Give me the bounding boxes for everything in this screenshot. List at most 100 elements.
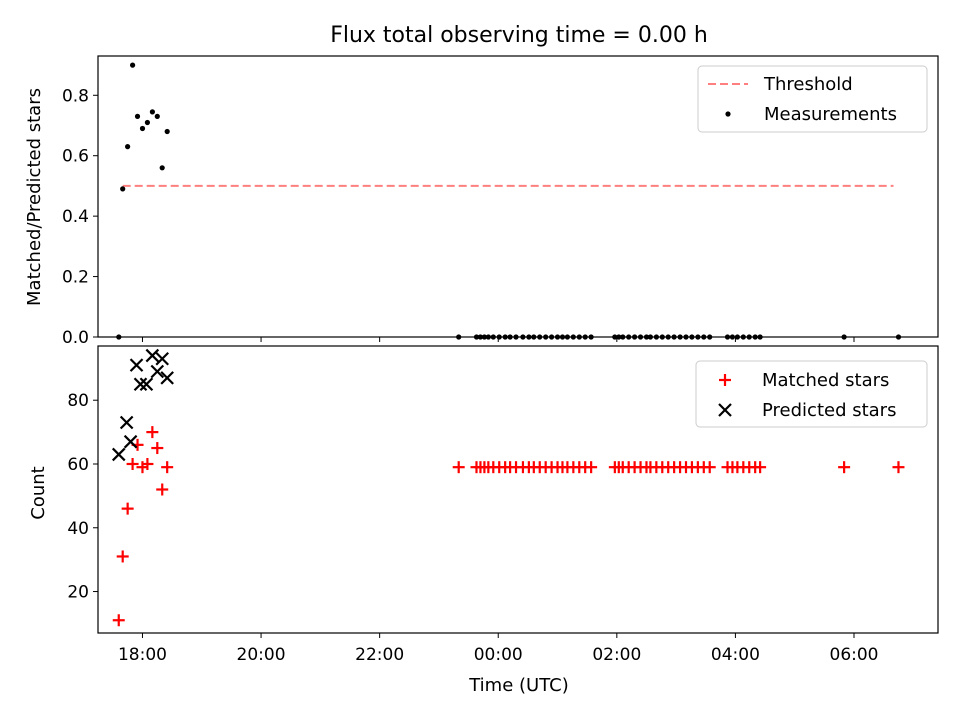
legend-threshold: Threshold <box>763 74 853 95</box>
bottom-marks <box>111 348 905 627</box>
measurement-point <box>637 334 644 340</box>
bottom-x-ticks: 18:00 20:00 22:00 00:00 02:00 04:00 06:00 <box>118 633 879 665</box>
measurement-point <box>554 334 561 340</box>
measurement-point <box>144 119 150 126</box>
predicted-star-point <box>123 434 138 449</box>
x-tick-label: 22:00 <box>355 645 404 665</box>
measurement-point <box>734 334 741 340</box>
matched-star-point <box>585 461 598 474</box>
measurement-point <box>485 334 491 340</box>
matched-star-point <box>156 483 169 496</box>
measurement-point <box>120 186 126 192</box>
measurement-point <box>626 334 632 340</box>
matched-star-point <box>838 461 851 474</box>
measurement-point <box>665 334 671 340</box>
measurement-point <box>724 334 731 340</box>
predicted-star-point <box>150 364 165 379</box>
measurement-point <box>164 128 170 135</box>
measurement-point <box>507 334 513 340</box>
bottom-y-ticks: 20 40 60 80 <box>67 391 98 603</box>
legend-measurements: Measurements <box>764 104 897 125</box>
legend-predicted-stars: Predicted stars <box>762 400 896 421</box>
measurement-point <box>149 109 155 115</box>
top-y-ticks: 0.0 0.2 0.4 0.6 0.8 <box>62 86 98 348</box>
measurement-point <box>559 334 566 340</box>
measurement-point <box>570 334 576 340</box>
top-y-tick-label: 0.2 <box>62 268 89 288</box>
measurement-point <box>689 334 695 340</box>
measurement-point <box>895 334 902 340</box>
measurement-point <box>653 334 660 340</box>
measurement-point <box>502 334 508 340</box>
predicted-star-point <box>155 351 170 366</box>
measurement-point <box>481 334 487 340</box>
measurement-point <box>695 334 701 340</box>
measurement-point <box>620 334 626 340</box>
matched-star-point <box>126 457 139 470</box>
measurement-point <box>477 334 483 340</box>
predicted-star-point <box>133 377 148 392</box>
matched-star-point <box>121 502 134 515</box>
measurement-point <box>683 334 689 340</box>
matched-star-point <box>892 461 905 474</box>
measurement-point <box>677 334 683 340</box>
x-tick-label: 02:00 <box>592 645 641 665</box>
predicted-star-point <box>119 415 134 430</box>
top-marks <box>116 62 902 340</box>
measurement-point <box>746 334 752 340</box>
measurement-point <box>841 334 847 340</box>
measurement-point <box>707 334 713 340</box>
x-tick-label: 00:00 <box>474 645 523 665</box>
measurement-point <box>513 334 519 340</box>
measurement-point <box>496 334 502 340</box>
bottom-y-tick-label: 40 <box>67 519 89 539</box>
x-tick-label: 18:00 <box>118 645 167 665</box>
measurement-point <box>643 334 650 340</box>
predicted-star-point <box>129 358 144 372</box>
measurement-point <box>582 334 588 340</box>
top-y-tick-label: 0.0 <box>62 328 89 348</box>
x-tick-label: 04:00 <box>711 645 760 665</box>
bottom-legend: Matched stars Predicted stars <box>695 360 928 428</box>
measurement-point <box>647 334 654 340</box>
top-y-tick-label: 0.8 <box>62 86 89 106</box>
bottom-y-axis-label: Count <box>28 466 49 519</box>
x-tick-label: 06:00 <box>830 645 879 665</box>
measurement-point <box>520 334 526 340</box>
bottom-legend-box <box>695 360 928 428</box>
measurement-point <box>154 113 160 119</box>
matched-star-point <box>703 461 716 474</box>
measurement-point <box>729 334 736 340</box>
chart-title: Flux total observing time = 0.00 h <box>330 23 708 48</box>
measurement-point <box>564 334 571 340</box>
measurement-point <box>659 334 665 340</box>
predicted-star-point <box>139 377 154 392</box>
matched-star-point <box>141 457 154 470</box>
matched-star-point <box>146 426 159 439</box>
matched-star-point <box>161 461 174 474</box>
x-axis-label: Time (UTC) <box>468 675 569 696</box>
measurements-legend-marker <box>725 111 731 117</box>
measurement-point <box>125 144 131 150</box>
measurement-point <box>576 334 582 340</box>
top-y-axis-label: Matched/Predicted stars <box>24 88 45 306</box>
matched-star-point <box>754 461 767 474</box>
measurement-point <box>632 334 638 340</box>
bottom-panel: 20 40 60 80 18:00 20:00 22:00 00:00 02:00 04:00 0… <box>28 345 939 696</box>
matched-star-point <box>151 442 164 455</box>
measurement-point <box>490 334 496 340</box>
bottom-y-tick-label: 60 <box>67 455 89 475</box>
measurement-point <box>701 334 707 340</box>
measurement-point <box>473 334 480 340</box>
measurement-point <box>612 334 618 340</box>
matched-legend-marker <box>719 374 731 386</box>
top-panel: 0.00.20.40.60.8 Matched/Predicted stars … <box>24 55 939 348</box>
measurement-point <box>740 334 746 340</box>
legend-matched-stars: Matched stars <box>762 370 889 391</box>
measurement-point <box>116 334 122 340</box>
measurement-point <box>543 334 549 340</box>
measurement-point <box>588 334 594 340</box>
measurement-point <box>537 334 543 340</box>
top-x-ticks <box>141 337 855 342</box>
